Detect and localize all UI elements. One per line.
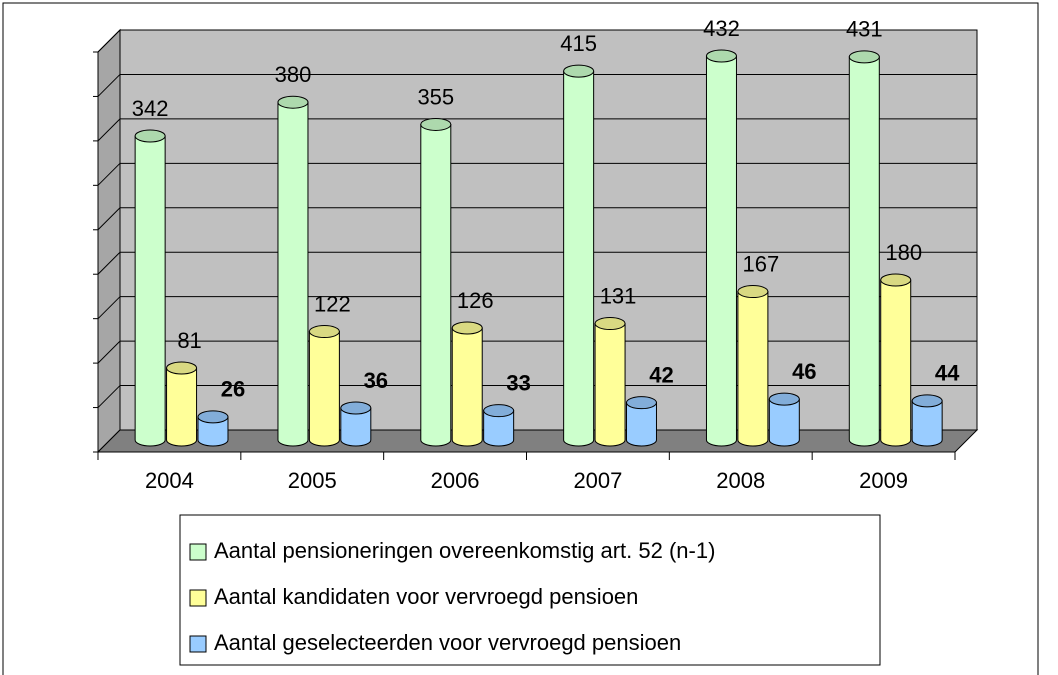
data-label: 415 (560, 31, 597, 56)
bar (166, 361, 198, 447)
data-label: 44 (935, 361, 960, 386)
bar (134, 129, 166, 447)
bar-top (134, 129, 166, 143)
grid-line-side (97, 207, 121, 231)
bar-top (911, 394, 943, 408)
grid-line-side (97, 74, 121, 97)
bar (705, 49, 737, 447)
grid-line-side (97, 340, 121, 364)
bar (880, 273, 912, 447)
x-tick-label: 2008 (716, 468, 765, 493)
legend-label: Aantal pensioneringen overeenkomstig art… (214, 538, 715, 563)
data-label: 42 (649, 362, 673, 387)
bar-top (166, 361, 198, 375)
bar (594, 317, 626, 447)
bar (308, 325, 340, 447)
bar-body (340, 407, 372, 447)
data-label: 167 (743, 251, 780, 276)
data-label: 432 (703, 16, 740, 41)
data-label: 126 (457, 288, 494, 313)
data-label: 36 (364, 368, 388, 393)
bar-body (768, 398, 800, 447)
legend-label: Aantal kandidaten voor vervroegd pensioe… (214, 584, 638, 609)
bar-body (277, 101, 309, 447)
bar-top (277, 95, 309, 109)
bar-body (911, 400, 943, 447)
x-tick-label: 2004 (145, 468, 194, 493)
bar-top (625, 396, 657, 410)
bar-top (768, 392, 800, 406)
bar-top (594, 317, 626, 331)
bar-body (705, 55, 737, 447)
grid-line-side (97, 296, 121, 320)
bar-body (166, 367, 198, 447)
bar (277, 95, 309, 447)
data-label: 81 (177, 328, 201, 353)
data-label: 380 (275, 62, 312, 87)
bar (737, 285, 769, 447)
bar-body (594, 323, 626, 447)
data-label: 180 (885, 240, 922, 265)
bar-body (308, 331, 340, 447)
data-label: 122 (314, 291, 351, 316)
bar-top (420, 117, 452, 131)
bar-body (880, 279, 912, 447)
grid-line-side (97, 385, 121, 408)
legend-label: Aantal geselecteerden voor vervroegd pen… (214, 630, 681, 655)
bar (563, 64, 595, 447)
grid-line-side (97, 118, 121, 142)
bar-body (420, 123, 452, 447)
x-tick-label: 2005 (288, 468, 337, 493)
x-tick-label: 2007 (573, 468, 622, 493)
data-label: 431 (846, 17, 883, 42)
bar (768, 392, 800, 447)
grid-line-side (97, 162, 121, 186)
bar (420, 117, 452, 447)
bar (197, 410, 229, 447)
bar (451, 321, 483, 447)
data-label: 33 (506, 370, 530, 395)
bar-top (451, 321, 483, 335)
data-label: 46 (792, 359, 816, 384)
bar-body (737, 291, 769, 447)
bar-top (340, 401, 372, 415)
bar (911, 394, 943, 447)
bar-body (563, 70, 595, 447)
grid-line-side (97, 29, 121, 53)
x-tick-label: 2009 (859, 468, 908, 493)
data-label: 131 (600, 283, 637, 308)
bar (483, 404, 515, 447)
bar-body (134, 135, 166, 447)
bar-top (308, 325, 340, 339)
bar-top (563, 64, 595, 78)
bar-body (848, 56, 880, 447)
legend-swatch (189, 635, 207, 653)
bar-top (848, 50, 880, 64)
bar-top (705, 49, 737, 63)
bar (340, 401, 372, 447)
data-label: 26 (221, 377, 245, 402)
data-label: 355 (417, 84, 454, 109)
bar-top (737, 285, 769, 299)
bar (625, 396, 657, 447)
bar-body (625, 402, 657, 447)
legend-swatch (189, 543, 207, 561)
bar-body (483, 410, 515, 447)
bar-top (197, 410, 229, 424)
bar-body (197, 416, 229, 447)
bar-top (880, 273, 912, 287)
legend-box (179, 514, 881, 666)
bar-body (451, 327, 483, 447)
legend-swatch (189, 589, 207, 607)
data-label: 342 (132, 96, 169, 121)
grid-line-side (97, 251, 121, 275)
floor (96, 429, 979, 453)
bar-top (483, 404, 515, 418)
back-wall (119, 29, 978, 431)
x-tick-label: 2006 (431, 468, 480, 493)
bar (848, 50, 880, 447)
